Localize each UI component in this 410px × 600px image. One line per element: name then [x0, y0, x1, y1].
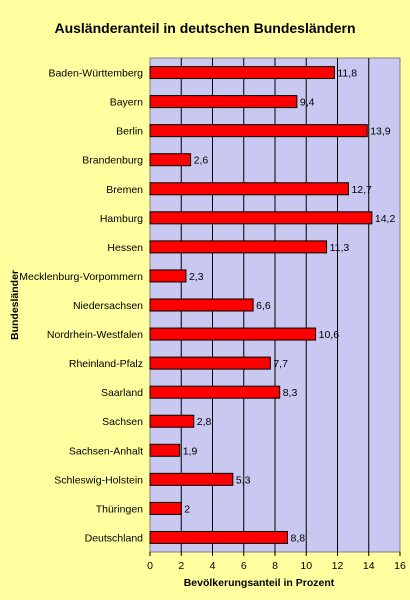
bars: [149, 66, 373, 544]
data-label: 8,3: [283, 387, 298, 399]
category-label: Hamburg: [100, 213, 143, 225]
x-axis-title: Bevölkerungsanteil in Prozent: [184, 577, 335, 589]
bar: [149, 327, 317, 341]
bar: [149, 269, 187, 283]
category-label: Brandenburg: [82, 155, 143, 167]
x-tick-label: 10: [300, 560, 312, 572]
bar: [149, 501, 182, 515]
category-label: Sachsen-Anhalt: [69, 445, 143, 457]
bar: [149, 240, 328, 254]
category-label: Berlin: [116, 126, 143, 138]
data-label: 2,8: [197, 416, 212, 428]
bar: [149, 530, 288, 544]
y-axis-title: Bundesländer: [9, 270, 21, 340]
bar: [149, 182, 349, 196]
data-label: 11,8: [337, 68, 357, 80]
data-labels: 11,8 9,4 13,9 2,6 12,7 14,2 11,3 2,3 6,6 10,6 7,7 8…: [183, 68, 396, 545]
data-label: 14,2: [375, 213, 396, 225]
data-label: 1,9: [183, 445, 198, 457]
x-tick-label: 8: [272, 560, 278, 572]
data-label: 2,6: [194, 155, 209, 167]
data-label: 12,7: [351, 184, 372, 196]
bar: [149, 298, 254, 312]
bar: [149, 153, 192, 167]
x-tick-label: 4: [210, 560, 216, 572]
data-label: 5,3: [236, 474, 251, 486]
x-tick-label: 2: [178, 560, 184, 572]
bar: [149, 443, 181, 457]
category-label: Baden-Württemberg: [48, 68, 143, 80]
x-tick-label: 0: [147, 560, 153, 572]
bar: [149, 95, 298, 109]
data-label: 9,4: [300, 97, 315, 109]
data-label: 7,7: [273, 358, 288, 370]
data-label: 6,6: [256, 300, 271, 312]
data-label: 10,6: [319, 329, 340, 341]
bar: [149, 66, 335, 80]
category-label: Saarland: [101, 387, 143, 399]
category-label: Nordrhein-Westfalen: [47, 329, 143, 341]
x-tick-labels: 0 2 4 6 8 10 12 14 16: [147, 552, 406, 572]
category-label: Bremen: [106, 184, 143, 196]
data-label: 11,3: [330, 242, 350, 254]
bar: [149, 385, 281, 399]
category-label: Sachsen: [102, 416, 143, 428]
x-tick-label: 12: [332, 560, 344, 572]
data-label: 2,3: [189, 271, 204, 283]
x-tick-label: 16: [394, 560, 406, 572]
bar: [149, 414, 195, 428]
chart-title: Ausländeranteil in deutschen Bundeslände…: [54, 20, 355, 36]
category-label: Bayern: [110, 97, 143, 109]
bar: [149, 211, 373, 225]
data-label: 8,8: [291, 532, 306, 544]
data-label: 2: [184, 503, 190, 515]
category-labels: Baden-Württemberg Bayern Berlin Brandenburg…: [19, 68, 143, 545]
category-label: Niedersachsen: [73, 300, 143, 312]
bar: [149, 472, 234, 486]
category-label: Thüringen: [96, 503, 143, 515]
x-tick-label: 14: [363, 560, 375, 572]
category-label: Hessen: [107, 242, 143, 254]
category-label: Deutschland: [85, 532, 144, 544]
data-label: 13,9: [370, 126, 391, 138]
x-tick-label: 6: [241, 560, 247, 572]
category-label: Schleswig-Holstein: [54, 474, 143, 486]
bar: [149, 124, 368, 138]
bar: [149, 356, 271, 370]
category-label: Rheinland-Pfalz: [69, 358, 143, 370]
grid-lines: [180, 58, 370, 552]
category-label: Mecklenburg-Vorpommern: [19, 271, 143, 283]
